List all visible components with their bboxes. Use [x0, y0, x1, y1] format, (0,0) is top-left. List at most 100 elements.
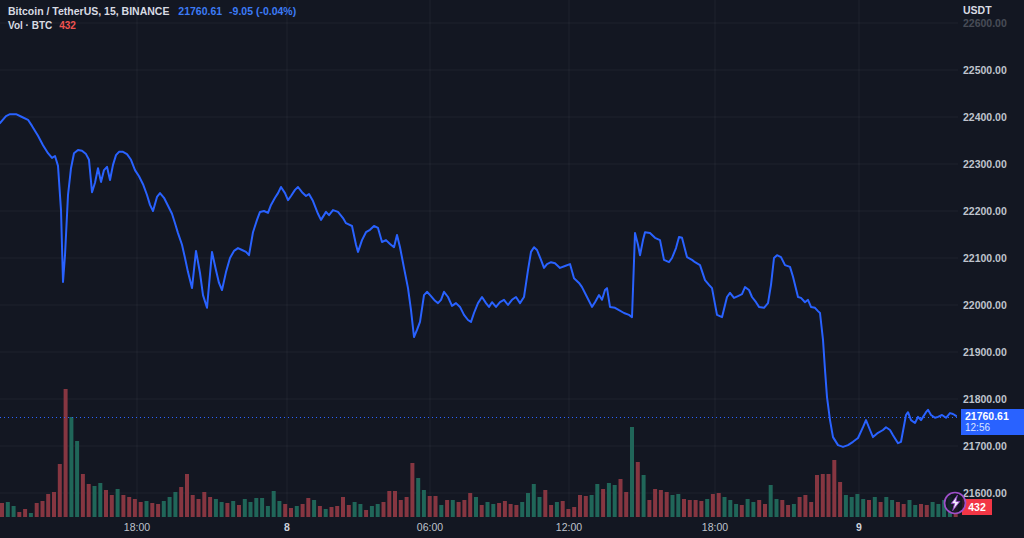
- volume-bar: [75, 441, 79, 517]
- volume-bar: [150, 503, 154, 517]
- volume-bar: [17, 512, 21, 517]
- volume-bar: [376, 504, 380, 517]
- volume-bar: [578, 495, 582, 517]
- time-scale[interactable]: 18:00806:0012:0018:009: [0, 518, 1024, 538]
- volume-bar: [665, 492, 669, 517]
- symbol-title[interactable]: Bitcoin / TetherUS, 15, BINANCE: [8, 5, 169, 17]
- last-price-label: 21760.61 12:56: [961, 409, 1024, 435]
- volume-bar: [647, 500, 651, 517]
- volume-bar: [254, 498, 258, 517]
- price-tick-label: 22300.00: [963, 158, 1007, 170]
- volume-bar: [110, 495, 114, 517]
- volume-bar: [69, 417, 73, 517]
- volume-bar: [757, 500, 761, 517]
- volume-bar: [821, 474, 825, 517]
- volume-indicator-label[interactable]: Vol · BTC: [8, 20, 52, 31]
- volume-bar: [844, 495, 848, 517]
- volume-bar: [566, 509, 570, 517]
- legend-last-price: 21760.61: [178, 5, 222, 17]
- volume-bar: [202, 492, 206, 517]
- volume-bar: [491, 504, 495, 517]
- volume-bar: [723, 497, 727, 517]
- volume-bar: [93, 486, 97, 517]
- volume-bar: [746, 499, 750, 517]
- volume-bar: [318, 506, 322, 517]
- volume-bar: [272, 491, 276, 517]
- volume-bar: [809, 502, 813, 517]
- volume-bar: [139, 502, 143, 517]
- volume-bar: [642, 475, 646, 517]
- price-tick-label: 22400.00: [963, 111, 1007, 123]
- volume-bar: [330, 507, 334, 517]
- time-tick-label: 12:00: [556, 521, 582, 533]
- volume-bar: [434, 496, 438, 517]
- volume-bar: [676, 494, 680, 517]
- volume-bar: [624, 492, 628, 517]
- volume-bar: [104, 490, 108, 517]
- volume-bar: [740, 505, 744, 517]
- volume-bar: [688, 500, 692, 517]
- time-tick-label: 06:00: [417, 521, 443, 533]
- chart-canvas[interactable]: [0, 0, 1024, 538]
- volume-bar: [786, 505, 790, 517]
- volume-bar: [358, 504, 362, 517]
- volume-bar: [561, 501, 565, 517]
- volume-bar: [428, 496, 432, 517]
- price-tick-label: 21700.00: [963, 440, 1007, 452]
- volume-bar: [416, 478, 420, 517]
- volume-bar: [751, 502, 755, 517]
- volume-bar: [116, 489, 120, 517]
- bar-countdown: 12:56: [965, 422, 1024, 433]
- time-tick-label: 18:00: [124, 521, 150, 533]
- volume-bar: [503, 501, 507, 517]
- volume-bar: [682, 499, 686, 517]
- volume-bar: [12, 506, 16, 517]
- volume-bar: [671, 495, 675, 517]
- chart-legend[interactable]: Bitcoin / TetherUS, 15, BINANCE 21760.61…: [8, 4, 296, 33]
- volume-bar: [601, 489, 605, 517]
- volume-bar: [370, 506, 374, 517]
- volume-bar: [197, 499, 201, 517]
- volume-bar: [884, 497, 888, 517]
- time-tick-label: 9: [856, 521, 862, 533]
- lightning-logo-icon[interactable]: [943, 491, 967, 515]
- volume-bar: [266, 506, 270, 517]
- volume-bar: [405, 497, 409, 517]
- volume-bar: [913, 505, 917, 517]
- volume-bar: [584, 496, 588, 517]
- price-scale[interactable]: 22600.0022500.0022400.0022300.0022200.00…: [958, 0, 1024, 518]
- volume-bar: [867, 500, 871, 517]
- volume-bar: [133, 499, 137, 517]
- volume-bar: [532, 484, 536, 517]
- volume-bar: [341, 497, 345, 517]
- volume-bar: [191, 495, 195, 517]
- volume-bar: [393, 491, 397, 517]
- volume-bar: [919, 504, 923, 517]
- volume-bar: [908, 500, 912, 517]
- volume-bar: [803, 495, 807, 517]
- volume-bar: [52, 492, 56, 517]
- volume-bar: [185, 474, 189, 517]
- volume-bar: [249, 502, 253, 517]
- volume-indicator-value: 432: [59, 20, 76, 31]
- volume-bar: [896, 502, 900, 517]
- volume-bar: [6, 502, 10, 517]
- price-tick-label: 22600.00: [963, 17, 1007, 29]
- volume-bar: [347, 505, 351, 517]
- volume-bar: [497, 503, 501, 517]
- time-tick-label: 18:00: [702, 521, 728, 533]
- volume-bar: [387, 491, 391, 517]
- price-tick-label: 22500.00: [963, 64, 1007, 76]
- volume-bar: [98, 483, 102, 517]
- volume-bar: [162, 501, 166, 517]
- volume-bar: [514, 505, 518, 517]
- volume-bar: [595, 484, 599, 517]
- volume-bar: [451, 500, 455, 517]
- volume-bar: [734, 504, 738, 517]
- volume-bar: [526, 493, 530, 517]
- volume-bar: [46, 494, 50, 517]
- legend-change: -9.05 (-0.04%): [229, 5, 296, 17]
- volume-bar: [457, 502, 461, 517]
- volume-bar: [81, 474, 85, 517]
- price-tick-label: 22000.00: [963, 299, 1007, 311]
